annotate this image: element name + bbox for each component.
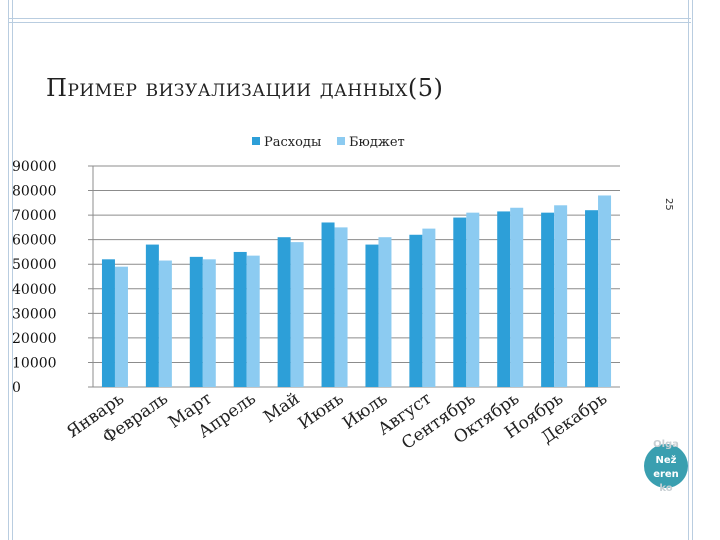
- bar-expenses: [145, 244, 159, 387]
- y-tick-label: 20000: [12, 331, 57, 347]
- legend-swatch: [337, 137, 345, 145]
- bar-budget: [202, 259, 216, 387]
- bar-expenses: [497, 211, 511, 387]
- y-axis-ticks: 0 10000 20000 30000 40000 50000 60000 70000 8000…: [12, 159, 57, 396]
- slide-title-suffix: (5): [407, 74, 444, 102]
- bar-budget: [510, 207, 524, 387]
- slide-frame-top: [8, 18, 691, 23]
- gridlines: [88, 165, 620, 388]
- bars: [101, 195, 612, 387]
- legend-swatch: [252, 137, 260, 145]
- bar-expenses: [453, 217, 467, 387]
- y-tick-label: 10000: [12, 355, 57, 371]
- bar-budget: [378, 237, 392, 387]
- legend-label: Бюджет: [349, 135, 405, 150]
- y-tick-label: 60000: [12, 233, 57, 249]
- author-line-4: ko: [659, 483, 673, 494]
- author-badge: Olga Než eren ko: [644, 439, 688, 494]
- bar-expenses: [585, 210, 599, 387]
- slide-frame-right: [688, 0, 693, 540]
- bar-budget: [114, 266, 128, 387]
- bar-budget: [466, 212, 480, 387]
- bar-budget: [554, 205, 568, 387]
- bar-expenses: [233, 251, 247, 387]
- legend: Расходы Бюджет: [252, 135, 405, 150]
- bar-expenses: [277, 237, 291, 387]
- legend-label: Расходы: [264, 135, 321, 150]
- author-line-1: Olga: [653, 439, 679, 450]
- y-tick-label: 90000: [12, 159, 57, 175]
- bar-expenses: [321, 222, 335, 387]
- y-tick-label: 30000: [12, 306, 57, 322]
- slide-title: Пример визуализации данных(5): [46, 74, 443, 102]
- bar-budget: [422, 228, 436, 387]
- bar-expenses: [101, 259, 115, 387]
- bar-budget: [334, 227, 348, 387]
- y-tick-label: 40000: [12, 282, 57, 298]
- author-line-3: eren: [653, 469, 679, 480]
- x-tick-label: Июнь: [295, 389, 348, 434]
- y-tick-label: 50000: [12, 257, 57, 273]
- bar-expenses: [541, 212, 555, 387]
- bar-budget: [246, 255, 260, 387]
- bar-budget: [158, 260, 172, 387]
- y-tick-label: 70000: [12, 208, 57, 224]
- bar-expenses: [409, 234, 423, 387]
- slide-title-text: ример визуализации данных: [67, 74, 408, 102]
- author-line-2: Než: [655, 455, 677, 466]
- slide-frame-left: [8, 0, 13, 540]
- bar-budget: [598, 195, 612, 387]
- slide-title-initial: П: [46, 74, 68, 102]
- bar-expenses: [365, 244, 379, 387]
- bar-expenses: [189, 256, 203, 387]
- y-tick-label: 80000: [12, 184, 57, 200]
- bar-budget: [290, 242, 304, 387]
- y-tick-label: 0: [12, 380, 21, 396]
